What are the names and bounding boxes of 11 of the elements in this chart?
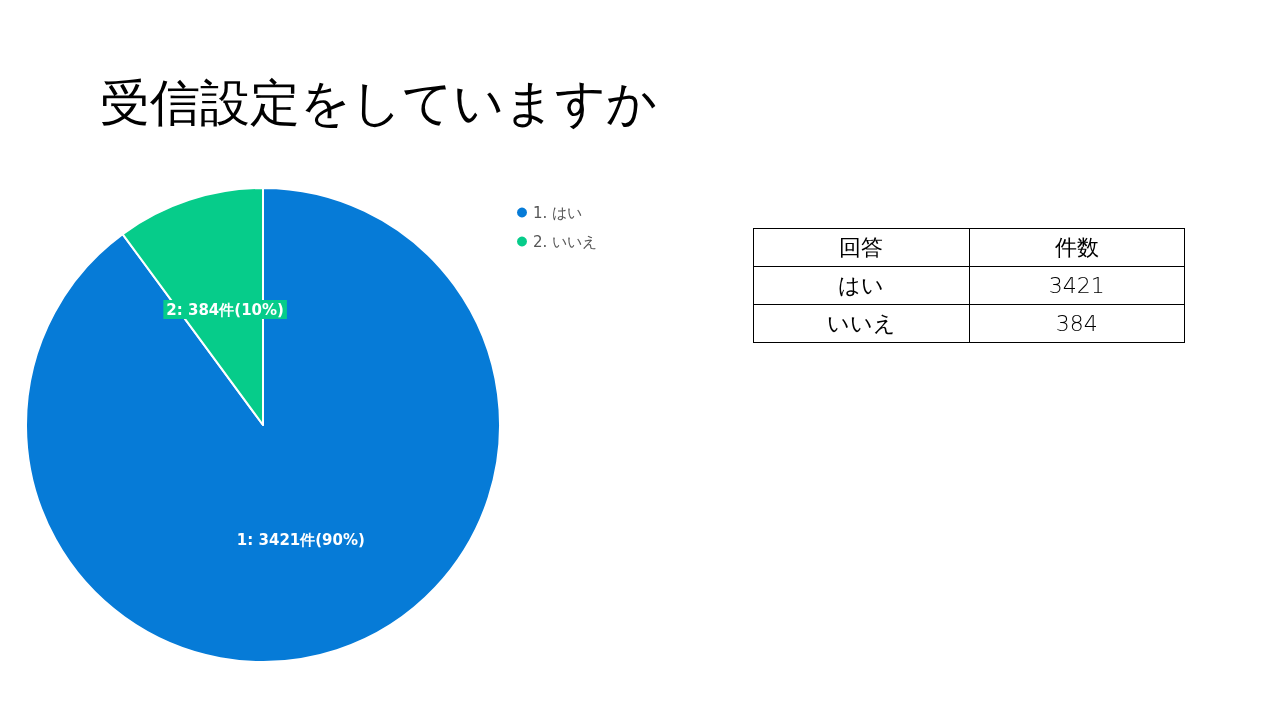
data-label: 1: 3421件(90%) xyxy=(236,531,365,550)
legend-label: 2. いいえ xyxy=(533,232,598,251)
data-label: 3421 xyxy=(969,266,1185,305)
legend-label: 1. はい xyxy=(533,203,583,222)
text: 件数 xyxy=(969,228,1185,267)
data-label: 384 xyxy=(969,304,1185,343)
text: 回答 xyxy=(753,228,969,267)
data-label: 2: 384件(10%) xyxy=(166,300,284,319)
chart-title: 受信設定をしていますか xyxy=(100,73,657,134)
category-label: いいえ xyxy=(753,304,969,343)
category-label: はい xyxy=(753,266,969,305)
